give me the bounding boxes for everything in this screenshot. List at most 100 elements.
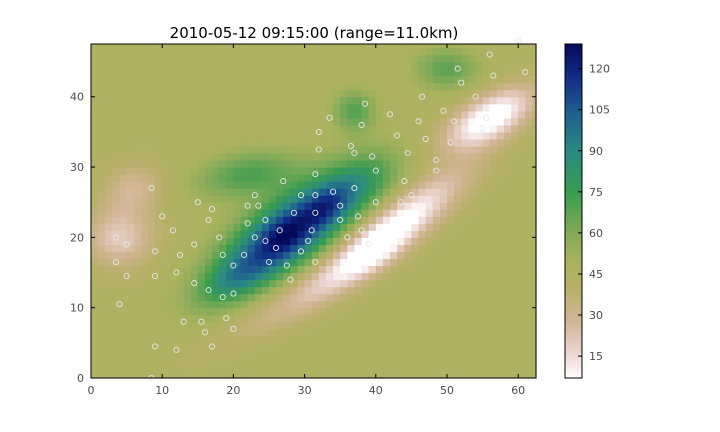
heatmap-cell xyxy=(190,124,199,133)
heatmap-cell xyxy=(91,117,99,126)
heatmap-cell xyxy=(98,258,106,267)
heatmap-cell xyxy=(333,117,341,126)
heatmap-cell xyxy=(276,174,284,182)
heatmap-cell xyxy=(169,47,178,56)
heatmap-cell xyxy=(318,356,327,365)
heatmap-cell xyxy=(461,54,469,63)
heatmap-cell xyxy=(318,349,327,358)
heatmap-cell xyxy=(112,335,121,344)
heatmap-cell xyxy=(147,321,156,330)
heatmap-cell xyxy=(468,96,477,105)
station-marker xyxy=(337,216,344,223)
heatmap-cell xyxy=(105,47,113,56)
heatmap-cell xyxy=(390,68,398,77)
heatmap-cell xyxy=(325,145,334,154)
heatmap-cell xyxy=(418,307,427,316)
heatmap-cell xyxy=(204,188,213,196)
heatmap-cell xyxy=(297,293,306,302)
heatmap-cell xyxy=(233,258,242,267)
heatmap-cell xyxy=(368,370,377,379)
heatmap-cell xyxy=(390,152,398,161)
heatmap-cell xyxy=(340,279,348,288)
heatmap-cell xyxy=(212,54,220,63)
heatmap-cell xyxy=(368,145,377,154)
heatmap-cell xyxy=(503,188,512,196)
colorbar-segment xyxy=(565,60,582,65)
heatmap-cell xyxy=(219,314,227,323)
heatmap-cell xyxy=(411,75,420,84)
heatmap-cell xyxy=(468,174,477,182)
heatmap-cell xyxy=(511,44,519,49)
heatmap-cell xyxy=(318,279,327,288)
heatmap-cell xyxy=(425,237,434,245)
heatmap-cell xyxy=(468,188,477,196)
colorbar-segment xyxy=(565,236,582,240)
station-marker xyxy=(451,118,458,125)
heatmap-cell xyxy=(418,230,427,238)
heatmap-cell xyxy=(418,216,427,224)
heatmap-cell xyxy=(197,314,206,323)
heatmap-cell xyxy=(496,68,505,77)
heatmap-cell xyxy=(119,117,128,126)
heatmap-cell xyxy=(418,300,427,309)
colorbar-segment xyxy=(565,288,582,293)
heatmap-cell xyxy=(425,335,434,344)
colorbar-segment xyxy=(565,124,582,129)
heatmap-cell xyxy=(461,272,469,281)
heatmap-cell xyxy=(318,68,327,77)
colorbar-segment xyxy=(565,219,582,223)
heatmap-cell xyxy=(390,223,398,231)
heatmap-cell xyxy=(140,279,149,288)
heatmap-cell xyxy=(390,307,398,316)
heatmap-cell xyxy=(482,167,491,175)
heatmap-cell xyxy=(354,286,363,295)
heatmap-cell xyxy=(176,167,185,175)
heatmap-cell xyxy=(276,124,284,133)
heatmap-cell xyxy=(297,307,306,316)
heatmap-cell xyxy=(354,265,363,274)
heatmap-cell xyxy=(91,96,99,105)
heatmap-cell xyxy=(354,96,363,105)
heatmap-cell xyxy=(269,202,277,210)
heatmap-cell xyxy=(290,188,299,196)
heatmap-cell xyxy=(183,131,192,140)
heatmap-cell xyxy=(162,89,170,98)
heatmap-cell xyxy=(254,68,263,77)
heatmap-cell xyxy=(247,44,256,49)
heatmap-cell xyxy=(133,265,142,274)
heatmap-cell xyxy=(183,202,192,210)
heatmap-cell xyxy=(518,370,526,379)
heatmap-cell xyxy=(297,110,306,119)
heatmap-cell xyxy=(347,349,356,358)
heatmap-cell xyxy=(183,47,192,56)
heatmap-cell xyxy=(226,61,234,70)
heatmap-cell xyxy=(169,307,178,316)
heatmap-cell xyxy=(368,181,377,189)
heatmap-cell xyxy=(475,335,484,344)
heatmap-cell xyxy=(247,82,256,91)
heatmap-cell xyxy=(532,328,537,337)
heatmap-cell xyxy=(91,349,99,358)
heatmap-cell xyxy=(333,174,341,182)
heatmap-cell xyxy=(176,75,185,84)
station-marker xyxy=(330,188,337,195)
heatmap-cell xyxy=(126,82,135,91)
heatmap-cell xyxy=(190,47,199,56)
colorbar-segment xyxy=(565,366,582,371)
heatmap-cell xyxy=(112,272,121,281)
heatmap-cell xyxy=(503,145,512,154)
heatmap-cell xyxy=(468,195,477,203)
heatmap-cell xyxy=(503,124,512,133)
heatmap-cell xyxy=(404,363,412,372)
heatmap-cell xyxy=(98,300,106,309)
heatmap-cell xyxy=(347,314,356,323)
heatmap-cell xyxy=(425,82,434,91)
colorbar-segment xyxy=(565,135,582,140)
heatmap-cell xyxy=(404,131,412,140)
station-marker xyxy=(454,65,461,72)
heatmap-cell xyxy=(290,328,299,337)
heatmap-cell xyxy=(325,335,334,344)
heatmap-cell xyxy=(347,152,356,161)
heatmap-cell xyxy=(290,131,299,140)
heatmap-cell xyxy=(197,223,206,231)
